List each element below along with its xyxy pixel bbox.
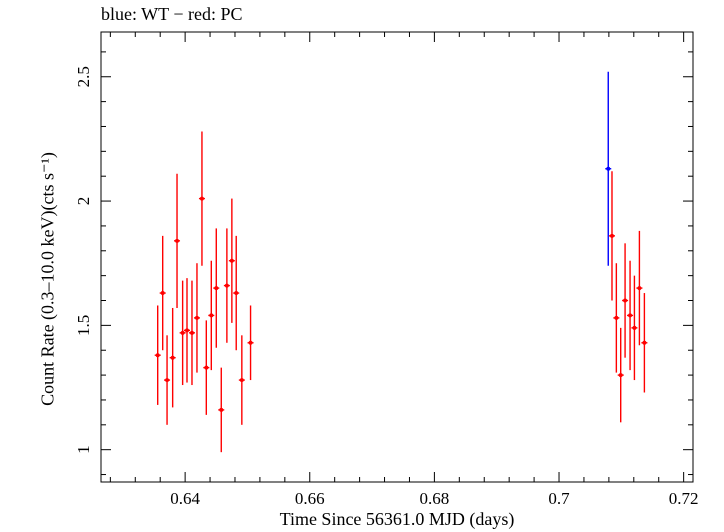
pc-data-point xyxy=(199,196,204,201)
pc-data-point xyxy=(219,407,224,412)
pc-data-point xyxy=(642,340,647,345)
pc-data-point xyxy=(614,315,619,320)
pc-data-point xyxy=(618,373,623,378)
pc-data-point xyxy=(180,330,185,335)
x-tick-label: 0.72 xyxy=(669,489,699,508)
y-tick-label: 2 xyxy=(74,197,93,206)
y-tick-label: 1.5 xyxy=(74,315,93,336)
plot-frame xyxy=(100,31,694,483)
pc-data-point xyxy=(234,291,239,296)
pc-data-point xyxy=(184,328,189,333)
pc-data-point xyxy=(628,313,633,318)
axis-ticks: 0.64 0.66 0.68 0.7 0.72 1 1.5 2 2.5 xyxy=(74,32,699,508)
pc-data-point xyxy=(204,365,209,370)
x-axis-label: Time Since 56361.0 MJD (days) xyxy=(279,509,515,529)
y-tick-label: 1 xyxy=(74,445,93,454)
pc-data-point xyxy=(229,258,234,263)
x-tick-label: 0.7 xyxy=(548,489,570,508)
y-axis-label: Count Rate (0.3–10.0 keV)(cts s⁻¹) xyxy=(37,152,58,406)
pc-data-point xyxy=(637,286,642,291)
data-marks xyxy=(154,71,648,453)
x-tick-label: 0.68 xyxy=(420,489,450,508)
pc-data-point xyxy=(160,291,165,296)
chart-title: blue: WT − red: PC xyxy=(101,4,243,24)
pc-data-point xyxy=(189,330,194,335)
pc-data-point xyxy=(170,355,175,360)
y-tick-label: 2.5 xyxy=(74,66,93,87)
pc-data-point xyxy=(623,298,628,303)
pc-data-point xyxy=(155,353,160,358)
pc-data-point xyxy=(239,378,244,383)
pc-data-point xyxy=(609,233,614,238)
pc-data-point xyxy=(175,238,180,243)
pc-data-point xyxy=(194,315,199,320)
pc-data-point xyxy=(248,340,253,345)
wt-data-point xyxy=(606,166,611,171)
pc-data-point xyxy=(224,283,229,288)
pc-data-point xyxy=(209,313,214,318)
pc-data-point xyxy=(632,325,637,330)
pc-data-point xyxy=(214,286,219,291)
x-tick-label: 0.66 xyxy=(295,489,325,508)
pc-data-point xyxy=(165,378,170,383)
x-tick-label: 0.64 xyxy=(170,489,200,508)
